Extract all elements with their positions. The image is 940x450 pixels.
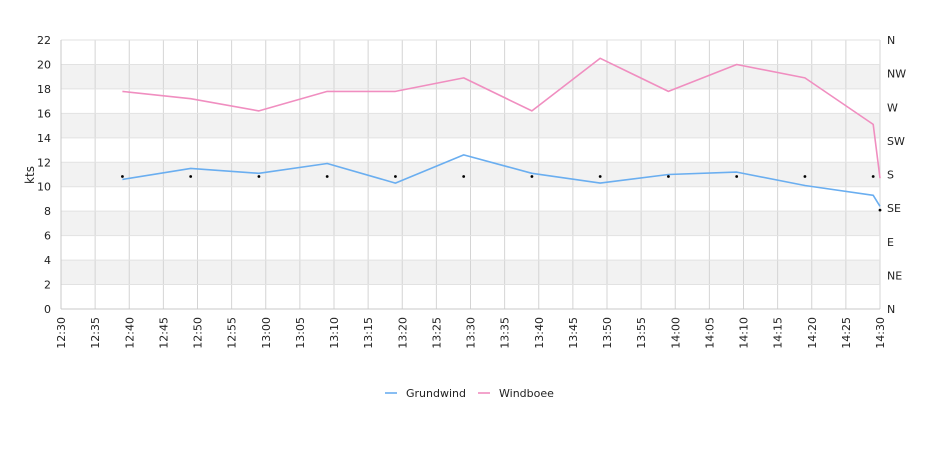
data-point-windboee bbox=[257, 109, 260, 112]
x-tick-label: 14:10 bbox=[738, 317, 751, 349]
x-tick-label: 13:40 bbox=[533, 317, 546, 349]
wind-direction-marker bbox=[735, 175, 739, 178]
y-axis-label: kts bbox=[23, 166, 37, 184]
y-tick-label: 10 bbox=[37, 181, 51, 194]
axes bbox=[60, 40, 880, 310]
y-tick-label: 2 bbox=[44, 279, 51, 292]
wind-direction-marker bbox=[871, 175, 875, 178]
data-point-grundwind bbox=[394, 181, 397, 184]
y-tick-label: 0 bbox=[44, 303, 51, 316]
x-tick-label: 13:30 bbox=[465, 317, 478, 349]
y-tick-label: 16 bbox=[37, 107, 51, 120]
x-tick-label: 14:05 bbox=[703, 317, 716, 349]
data-point-windboee bbox=[326, 90, 329, 93]
wind-direction-marker bbox=[530, 175, 534, 178]
data-point-windboee bbox=[878, 177, 881, 180]
series-line-grundwind bbox=[122, 154, 881, 207]
data-point-windboee bbox=[872, 123, 875, 126]
data-point-windboee bbox=[667, 90, 670, 93]
y-tick-label: 20 bbox=[37, 58, 51, 71]
x-tick-label: 14:20 bbox=[806, 317, 819, 349]
x-tick-label: 14:25 bbox=[840, 317, 853, 349]
x-tick-label: 14:30 bbox=[874, 317, 887, 349]
x-tick-label: 13:10 bbox=[328, 317, 341, 349]
x-tick-label: 13:35 bbox=[499, 317, 512, 349]
legend-label-windboee: Windboee bbox=[499, 387, 554, 400]
right-tick-label: S bbox=[887, 169, 894, 182]
right-tick-label: W bbox=[887, 101, 898, 114]
x-tick-label: 14:00 bbox=[669, 317, 682, 349]
direction-markers bbox=[121, 175, 882, 212]
data-point-windboee bbox=[530, 109, 533, 112]
right-tick-label: NW bbox=[887, 68, 906, 81]
data-point-windboee bbox=[189, 97, 192, 100]
wind-direction-marker bbox=[325, 175, 329, 178]
right-tick-label: N bbox=[887, 303, 895, 316]
data-point-windboee bbox=[735, 63, 738, 66]
data-point-windboee bbox=[394, 90, 397, 93]
x-tick-label: 12:55 bbox=[226, 317, 239, 349]
x-tick-label: 12:30 bbox=[55, 317, 68, 349]
y-tick-label: 12 bbox=[37, 156, 51, 169]
x-tick-label: 13:50 bbox=[601, 317, 614, 349]
data-point-grundwind bbox=[878, 205, 881, 208]
right-tick-label: E bbox=[887, 236, 894, 249]
legend-label-grundwind: Grundwind bbox=[406, 387, 466, 400]
legend: Grundwind Windboee bbox=[385, 387, 554, 400]
x-tick-label: 14:15 bbox=[772, 317, 785, 349]
data-point-grundwind bbox=[121, 178, 124, 181]
data-point-windboee bbox=[599, 57, 602, 60]
data-point-windboee bbox=[803, 76, 806, 79]
wind-direction-marker bbox=[667, 175, 670, 178]
data-point-grundwind bbox=[189, 167, 192, 170]
data-point-grundwind bbox=[530, 172, 533, 175]
x-tick-label: 13:55 bbox=[635, 317, 648, 349]
y-tick-label: 8 bbox=[44, 205, 51, 218]
x-axis-ticks: 12:30 12:35 12:40 12:45 12:50 12:55 13:00 13:05… bbox=[55, 317, 887, 349]
wind-direction-marker bbox=[394, 175, 397, 178]
right-tick-label: SW bbox=[887, 135, 905, 148]
y-axis-ticks: 0 2 4 6 8 10 12 14 16 18 20 22 bbox=[37, 34, 51, 316]
wind-direction-marker bbox=[257, 175, 261, 178]
series-lines bbox=[121, 57, 881, 208]
x-tick-label: 13:00 bbox=[260, 317, 273, 349]
x-tick-label: 13:20 bbox=[396, 317, 409, 349]
data-point-windboee bbox=[462, 76, 465, 79]
x-tick-label: 13:45 bbox=[567, 317, 580, 349]
y-tick-label: 4 bbox=[44, 254, 51, 267]
x-tick-label: 13:25 bbox=[430, 317, 443, 349]
wind-direction-marker bbox=[189, 175, 193, 178]
data-point-grundwind bbox=[599, 181, 602, 184]
data-point-grundwind bbox=[872, 194, 875, 197]
data-point-grundwind bbox=[735, 170, 738, 173]
data-point-grundwind bbox=[257, 172, 260, 175]
x-tick-label: 12:40 bbox=[123, 317, 136, 349]
wind-direction-marker bbox=[878, 208, 882, 212]
data-point-grundwind bbox=[462, 153, 465, 156]
right-tick-label: SE bbox=[887, 202, 901, 215]
y-tick-label: 22 bbox=[37, 34, 51, 47]
wind-direction-marker bbox=[462, 175, 466, 178]
right-axis-ticks: N NE E SE S SW W NW N bbox=[887, 34, 906, 316]
right-tick-label: NE bbox=[887, 269, 902, 282]
y-tick-label: 18 bbox=[37, 83, 51, 96]
y-tick-label: 14 bbox=[37, 132, 51, 145]
x-tick-label: 12:50 bbox=[192, 317, 205, 349]
data-point-windboee bbox=[121, 90, 124, 93]
series-line-windboee bbox=[122, 57, 881, 179]
data-point-grundwind bbox=[326, 162, 329, 165]
x-tick-label: 13:15 bbox=[362, 317, 375, 349]
right-tick-label: N bbox=[887, 34, 895, 47]
wind-direction-marker bbox=[121, 175, 124, 178]
y-tick-label: 6 bbox=[44, 230, 51, 243]
wind-direction-marker bbox=[598, 175, 602, 178]
wind-direction-marker bbox=[803, 175, 807, 178]
x-tick-label: 12:35 bbox=[89, 317, 102, 349]
x-tick-label: 12:45 bbox=[157, 317, 170, 349]
data-point-grundwind bbox=[803, 184, 806, 187]
x-tick-label: 13:05 bbox=[294, 317, 307, 349]
